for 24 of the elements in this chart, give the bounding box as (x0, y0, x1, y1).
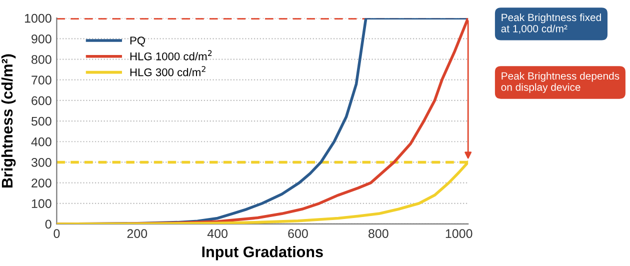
legend-label: HLG 300 cd/m$^{2}$ (130, 66, 206, 76)
y-tick-label: 700 (32, 76, 52, 85)
x-axis-title: Input Gradations (202, 246, 323, 260)
y-tick-label: 500 (31, 116, 52, 126)
y-tick-label: 600 (32, 96, 52, 106)
y-tick-label: 400 (31, 137, 52, 146)
y-tick-label: 900 (32, 34, 52, 44)
y-tick-label: 800 (32, 55, 52, 64)
y-tick-label: 200 (32, 178, 52, 188)
text: Peak Brightness depends on display device (501, 72, 620, 93)
y-tick-label: 100 (32, 199, 52, 208)
y-tick-label: 1000 (24, 14, 52, 23)
legend-label: HLG 1000 cd/m$^{2}$ (130, 50, 212, 60)
x-tick-label: 400 (207, 229, 228, 238)
x-tick-label: 800 (368, 229, 388, 238)
x-tick-label: 200 (127, 229, 148, 238)
text: Peak Brightness fixed at 1,000 cd/m² (501, 13, 601, 34)
y-tick-label: 300 (31, 158, 52, 167)
y-tick-label: 0 (45, 220, 52, 229)
legend-label: PQ (130, 36, 146, 46)
x-tick-label: 1000 (446, 229, 472, 238)
y-axis-title: Brightness (cd/m²) (1, 54, 16, 188)
x-tick-label: 600 (288, 229, 308, 238)
x-tick-label: 0 (54, 229, 60, 238)
